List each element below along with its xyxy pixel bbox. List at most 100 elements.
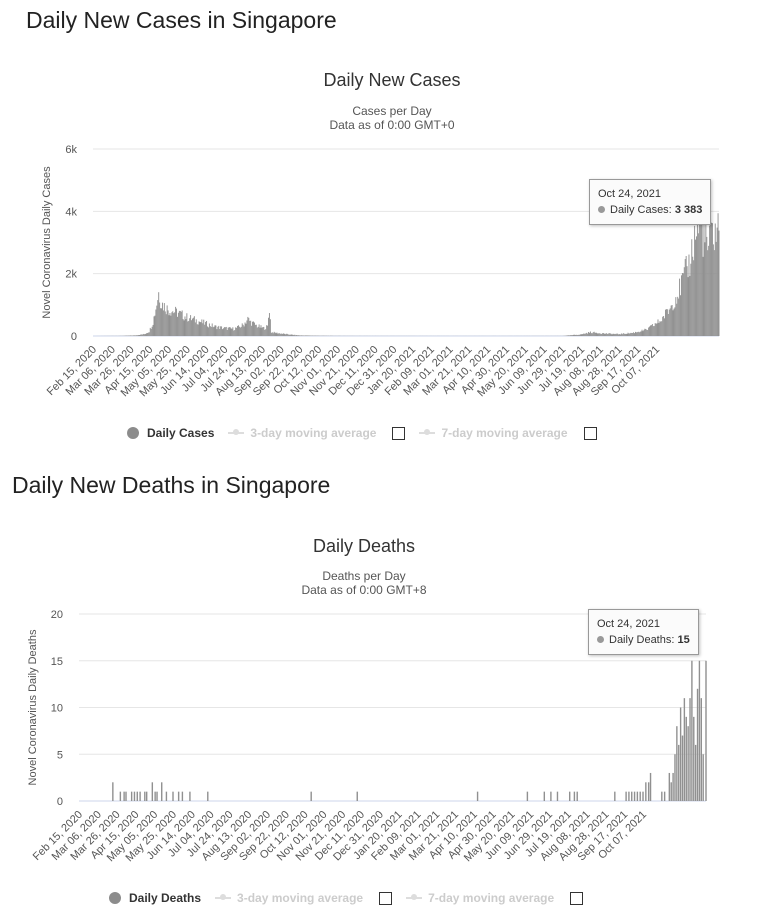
bar <box>224 327 226 336</box>
bar <box>134 335 136 336</box>
bar <box>136 335 138 336</box>
bar <box>711 223 713 336</box>
bar <box>589 331 591 336</box>
bar <box>641 329 643 336</box>
bar <box>158 292 160 336</box>
bar <box>230 328 232 336</box>
bar <box>611 334 613 336</box>
line-marker-icon <box>215 894 232 900</box>
bar <box>582 333 584 336</box>
bar <box>576 334 578 336</box>
checkbox-3day-cases[interactable] <box>392 426 406 440</box>
bar <box>177 312 179 336</box>
legend-3day-deaths[interactable]: 3-day moving average <box>237 891 364 905</box>
legend-7day-cases[interactable]: 7-day moving average <box>441 426 568 440</box>
bar <box>249 320 251 336</box>
bar <box>654 323 656 336</box>
bar <box>284 334 286 336</box>
bar <box>200 322 202 336</box>
bar <box>210 326 212 336</box>
bar <box>694 225 696 336</box>
bar <box>617 333 619 336</box>
bar <box>130 335 132 336</box>
bar <box>148 332 150 336</box>
bar <box>291 334 293 336</box>
bar <box>175 306 177 336</box>
bar <box>269 319 271 336</box>
bar <box>156 305 158 336</box>
bar <box>199 321 201 336</box>
bar <box>161 782 163 801</box>
bar <box>289 334 291 336</box>
bar <box>267 325 269 336</box>
checkbox-7day-deaths[interactable] <box>570 891 584 905</box>
bar <box>300 335 302 336</box>
bar <box>603 333 605 336</box>
bar <box>662 316 664 336</box>
bar <box>665 309 667 336</box>
y-tick-label: 20 <box>51 609 63 621</box>
bar <box>566 335 568 336</box>
bar <box>573 791 576 801</box>
bar <box>216 329 218 336</box>
bar <box>608 333 610 336</box>
checkbox-3day-deaths[interactable] <box>379 891 393 905</box>
bar <box>196 324 198 336</box>
bar <box>163 303 165 336</box>
bar <box>140 334 142 336</box>
bar <box>677 296 679 336</box>
bar <box>596 333 598 336</box>
bar <box>112 782 114 801</box>
bar <box>280 333 282 336</box>
bar <box>597 333 599 336</box>
bar <box>301 335 303 336</box>
bar <box>631 332 633 336</box>
bar <box>696 220 698 336</box>
bar <box>281 333 283 336</box>
legend-7day-deaths[interactable]: 7-day moving average <box>428 891 555 905</box>
bar <box>679 707 682 801</box>
bar <box>185 319 187 336</box>
bar <box>568 791 571 801</box>
bar <box>274 332 276 336</box>
bar <box>125 791 127 801</box>
bar <box>637 331 639 336</box>
bar <box>683 698 686 801</box>
deaths-section-heading: Daily New Deaths in Singapore <box>12 472 331 498</box>
bar <box>681 735 684 801</box>
bar <box>202 323 204 336</box>
bar <box>238 326 240 336</box>
bar <box>161 308 162 336</box>
bar <box>649 772 652 801</box>
bar <box>708 245 710 336</box>
bar <box>653 326 655 336</box>
bar <box>155 309 157 336</box>
bar <box>299 335 300 336</box>
checkbox-7day-cases[interactable] <box>583 426 597 440</box>
bar <box>197 324 199 336</box>
bar <box>222 328 224 336</box>
bar <box>666 309 668 336</box>
bar <box>166 305 168 336</box>
legend-daily-deaths[interactable]: Daily Deaths <box>129 891 202 905</box>
bar <box>567 335 569 336</box>
bar <box>649 326 651 336</box>
bar <box>671 305 673 336</box>
bar <box>293 335 295 336</box>
deaths-tooltip-date: Oct 24, 2021 <box>597 618 660 630</box>
bar <box>181 791 184 801</box>
bar <box>167 310 169 336</box>
legend-3day-cases[interactable]: 3-day moving average <box>250 426 377 440</box>
bar <box>207 791 209 801</box>
bar <box>208 323 210 336</box>
bar <box>238 325 239 336</box>
bar <box>578 334 580 336</box>
legend-daily-cases[interactable]: Daily Cases <box>147 426 215 440</box>
bar <box>613 333 615 336</box>
bar <box>669 308 671 336</box>
bar <box>247 316 249 336</box>
bar <box>633 791 636 801</box>
bar <box>690 263 692 336</box>
bar <box>286 333 288 336</box>
bar <box>250 320 252 336</box>
